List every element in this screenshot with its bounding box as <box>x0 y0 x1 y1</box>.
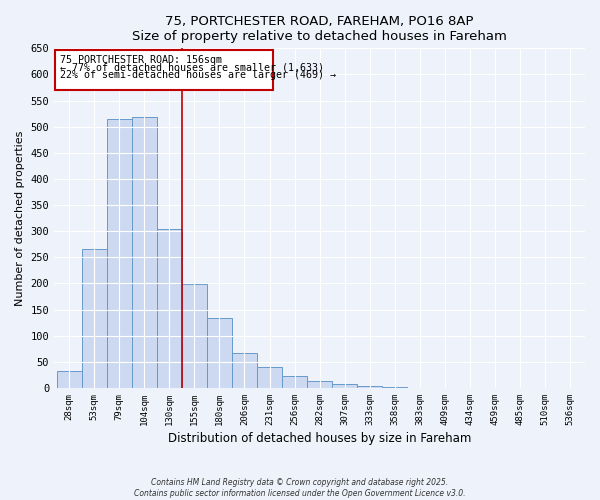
Bar <box>232 353 257 388</box>
Bar <box>207 318 232 388</box>
Text: 75 PORTCHESTER ROAD: 156sqm: 75 PORTCHESTER ROAD: 156sqm <box>59 54 221 64</box>
Text: 22% of semi-detached houses are larger (469) →: 22% of semi-detached houses are larger (… <box>59 70 335 81</box>
Bar <box>282 376 307 388</box>
Bar <box>357 386 382 388</box>
Bar <box>107 119 132 388</box>
X-axis label: Distribution of detached houses by size in Fareham: Distribution of detached houses by size … <box>168 432 471 445</box>
Bar <box>56 371 82 388</box>
Bar <box>307 380 332 388</box>
Bar <box>157 228 182 388</box>
Bar <box>182 284 207 388</box>
Text: ← 77% of detached houses are smaller (1,633): ← 77% of detached houses are smaller (1,… <box>59 62 323 72</box>
Bar <box>332 384 357 388</box>
Bar <box>257 367 282 388</box>
Bar <box>82 250 107 388</box>
Y-axis label: Number of detached properties: Number of detached properties <box>15 130 25 306</box>
Bar <box>132 118 157 388</box>
Text: Contains HM Land Registry data © Crown copyright and database right 2025.
Contai: Contains HM Land Registry data © Crown c… <box>134 478 466 498</box>
FancyBboxPatch shape <box>55 50 272 90</box>
Title: 75, PORTCHESTER ROAD, FAREHAM, PO16 8AP
Size of property relative to detached ho: 75, PORTCHESTER ROAD, FAREHAM, PO16 8AP … <box>132 15 507 43</box>
